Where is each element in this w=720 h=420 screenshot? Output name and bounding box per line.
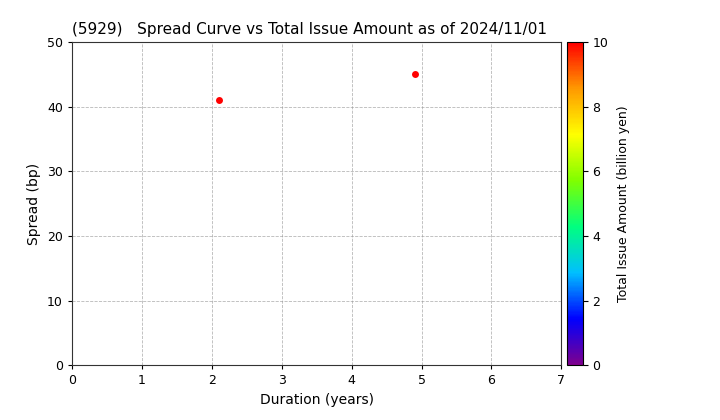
Point	[213, 97, 225, 104]
X-axis label: Duration (years): Duration (years)	[260, 393, 374, 407]
Text: (5929)   Spread Curve vs Total Issue Amount as of 2024/11/01: (5929) Spread Curve vs Total Issue Amoun…	[72, 22, 547, 37]
Y-axis label: Spread (bp): Spread (bp)	[27, 163, 42, 245]
Point	[409, 71, 420, 78]
Y-axis label: Total Issue Amount (billion yen): Total Issue Amount (billion yen)	[616, 105, 630, 302]
